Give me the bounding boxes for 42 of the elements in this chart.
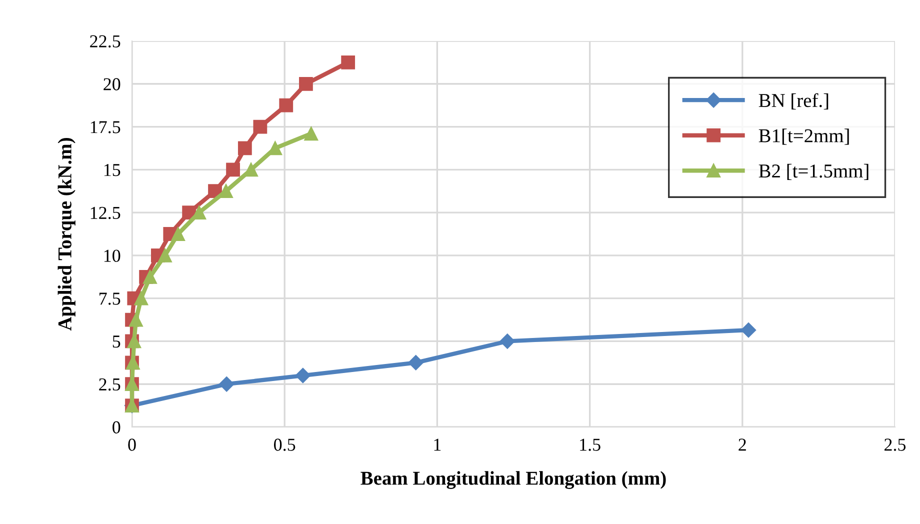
legend-label: BN [ref.] <box>758 93 828 110</box>
y-tick-label: 15 <box>104 164 120 176</box>
legend-label: B1[t=2mm] <box>758 128 849 145</box>
point <box>304 126 318 141</box>
y-tick-label: 5 <box>112 336 120 348</box>
x-tick-label: 2.5 <box>884 438 906 451</box>
point <box>134 291 148 306</box>
point <box>219 184 233 198</box>
x-tick-label: 1.5 <box>580 438 600 451</box>
point <box>192 206 206 220</box>
y-tick-label: 7.5 <box>100 292 120 305</box>
point <box>219 376 234 392</box>
point <box>171 227 186 241</box>
point <box>295 368 310 384</box>
point <box>158 248 172 262</box>
point <box>341 56 356 70</box>
point <box>740 322 756 338</box>
y-tick-label: 12.5 <box>90 206 120 220</box>
point <box>244 162 258 177</box>
y-tick-label: 0 <box>112 421 120 434</box>
point <box>268 141 282 156</box>
y-tick-label: 10 <box>104 250 120 262</box>
point <box>238 141 252 156</box>
point <box>129 312 143 327</box>
y-tick-label: 2.5 <box>99 378 120 391</box>
x-tick-label: 0 <box>128 438 136 451</box>
point <box>253 120 268 134</box>
x-tick-label: 2 <box>738 438 746 451</box>
point <box>279 98 294 112</box>
x-axis-title: Beam Longitudinal Elongation (mm) <box>360 471 666 489</box>
point <box>299 76 313 91</box>
y-tick-label: 17.5 <box>90 121 120 134</box>
point <box>408 355 424 370</box>
point <box>500 334 515 349</box>
point <box>143 270 157 284</box>
y-tick-label: 22.5 <box>90 35 120 48</box>
x-tick-label: 0.5 <box>274 438 296 451</box>
y-tick-label: 20 <box>104 78 120 90</box>
y-axis-title: Applied Torque (kN.m) <box>58 138 76 331</box>
legend-label: B2 [t=1.5mm] <box>758 164 868 180</box>
x-tick-label: 1 <box>434 438 441 451</box>
point <box>226 162 240 177</box>
